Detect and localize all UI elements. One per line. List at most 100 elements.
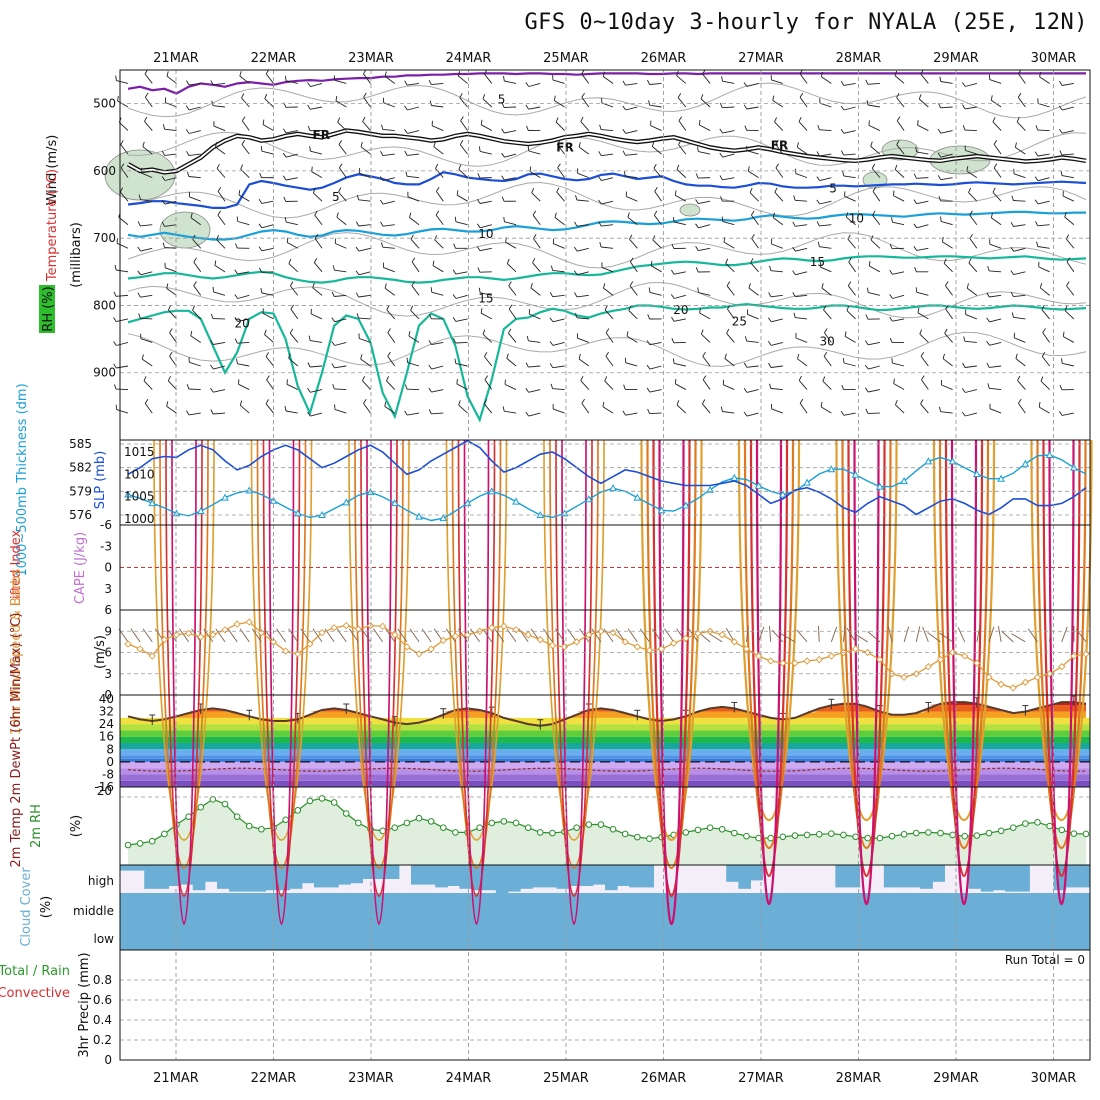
rh-point: [1058, 826, 1066, 834]
bottom-date-label: 23MAR: [348, 1071, 394, 1086]
wind-barb-flag: [508, 281, 512, 287]
wind-barb: [991, 217, 1002, 226]
warm-contour: [262, 439, 301, 897]
wind-barb-flag: [920, 351, 925, 357]
wind-barb: [844, 336, 856, 343]
wind-barb-flag: [210, 313, 214, 319]
wind-barb: [702, 356, 711, 367]
surface-wind-barb: [769, 625, 772, 642]
wind-barb-flag: [530, 282, 533, 289]
wind-barb-flag: [865, 314, 869, 320]
wind-barb-flag: [335, 95, 338, 101]
wind-barb: [625, 175, 638, 179]
thickness-point: [512, 497, 520, 505]
wind-speed-point: [245, 618, 253, 626]
rh-point: [245, 822, 253, 830]
wind-barb-flag: [166, 401, 169, 407]
wind-barb-flag: [214, 141, 218, 148]
wind-barb: [359, 338, 371, 343]
warm-contour: [171, 439, 197, 925]
wind-barb-flag: [137, 270, 141, 276]
wind-barb-flag: [428, 387, 432, 393]
wind-speed-point: [354, 625, 363, 633]
wind-barb-flag: [797, 353, 800, 359]
wind-barb-flag: [575, 195, 578, 201]
wind-barb: [650, 265, 662, 273]
wind-barb-flag: [894, 70, 898, 76]
warm-contour: [853, 439, 880, 906]
rh-point: [148, 837, 156, 845]
wind-barb: [532, 214, 541, 225]
wind-barb: [819, 153, 832, 157]
precip-tick-label: 0.2: [93, 1033, 112, 1047]
wind-barb-flag: [939, 76, 942, 82]
wind-barb: [140, 338, 153, 343]
wind-barb-flag: [337, 117, 341, 123]
wind-barb-flag: [842, 170, 845, 176]
wind-barb: [386, 380, 396, 390]
cloud-high-bar: [253, 865, 266, 892]
rh-point: [161, 830, 168, 838]
wind-barb-flag: [169, 351, 173, 357]
wind-barb-flag: [307, 411, 311, 417]
wind-barb: [940, 81, 953, 84]
temp2m-axis-label: 2m Temp 2m DewPt (6hr Min/Max) (°C): [9, 613, 24, 868]
wind-barb: [795, 271, 808, 276]
wind-barb-flag: [646, 364, 651, 370]
wind-barb-flag: [674, 190, 677, 196]
wind-barb-flag: [943, 258, 947, 264]
wind-barb: [528, 150, 541, 155]
wind-barb: [504, 153, 517, 158]
wind-barb: [484, 356, 493, 367]
wind-barb: [480, 224, 492, 229]
wind-barb: [746, 340, 759, 343]
wind-barb: [989, 387, 1002, 390]
rh-point: [209, 796, 217, 803]
wind-barb-flag: [743, 82, 748, 87]
rh-point: [694, 826, 702, 834]
wind-barb: [262, 313, 274, 320]
thickness-point: [221, 493, 229, 501]
wind-barb: [480, 312, 493, 320]
rh-point: [803, 831, 811, 839]
wind-barb: [311, 171, 323, 179]
top-date-label: 21MAR: [153, 51, 199, 66]
wind-barb-flag: [937, 175, 942, 180]
surface-wind-barb: [445, 628, 456, 643]
wind-barb-flag: [144, 398, 149, 404]
wind-barb-flag: [744, 336, 748, 342]
wind-barb-flag: [602, 71, 605, 77]
wind-barb-flag: [186, 80, 190, 86]
wind-barb-flag: [726, 281, 731, 287]
precip-convective-label: Convective: [0, 986, 70, 1001]
warm-contour: [938, 439, 990, 850]
wind-barb-flag: [574, 292, 578, 298]
wind-speed-point: [912, 670, 920, 678]
warm-contour: [153, 439, 215, 841]
wind-barb-flag: [161, 176, 166, 181]
wind-barb-flag: [945, 281, 949, 286]
wind-barb: [604, 380, 614, 390]
warm-contour: [549, 439, 599, 869]
wind-barb: [1013, 247, 1026, 252]
rh-area: [128, 798, 1086, 865]
wind-barb-flag: [115, 75, 117, 81]
wind-barb-flag: [1039, 282, 1043, 288]
wind-barb-flag: [647, 314, 651, 320]
cloud-high-bar: [1077, 865, 1091, 888]
wind-barb-flag: [258, 198, 263, 204]
wind-barb-flag: [525, 104, 529, 110]
wind-barb: [216, 239, 226, 249]
wind-barb-flag: [962, 104, 966, 110]
temp-contour: [127, 302, 1087, 423]
wind-barb: [576, 317, 589, 320]
wind-barb: [819, 224, 832, 227]
wind-barb: [435, 214, 444, 225]
wind-barb-flag: [841, 384, 845, 390]
wind-barb: [1065, 238, 1075, 249]
wind-barb: [504, 221, 517, 226]
thickness-point: [778, 490, 787, 498]
surface-wind-barb: [591, 628, 602, 643]
wind-barb: [431, 105, 444, 108]
wind-barb: [285, 177, 298, 181]
